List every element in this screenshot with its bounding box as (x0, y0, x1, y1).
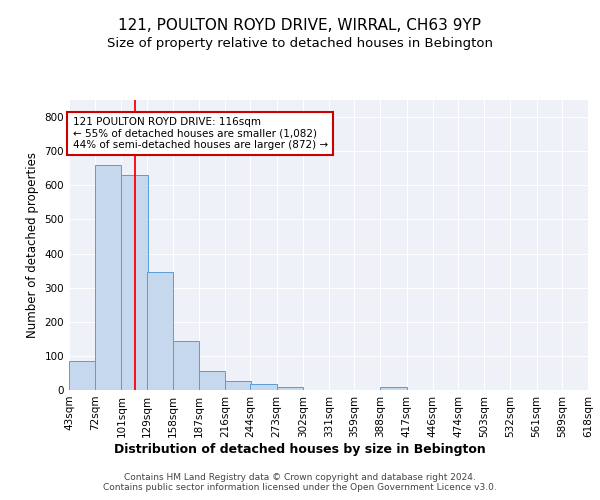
Bar (95, 165, 121, 390)
Bar (121, 175, 148, 390)
Text: 121 POULTON ROYD DRIVE: 116sqm
← 55% of detached houses are smaller (1,082)
44% : 121 POULTON ROYD DRIVE: 116sqm ← 55% of … (73, 117, 328, 150)
Bar (277, 386, 303, 390)
Bar (225, 382, 251, 390)
Bar (380, 388, 407, 390)
Text: Contains HM Land Registry data © Crown copyright and database right 2024.
Contai: Contains HM Land Registry data © Crown c… (103, 473, 497, 492)
Text: Size of property relative to detached houses in Bebington: Size of property relative to detached ho… (107, 38, 493, 51)
Y-axis label: Number of detached properties: Number of detached properties (26, 152, 39, 338)
Bar (69, 361, 95, 390)
Bar (199, 371, 225, 390)
Bar (173, 340, 199, 390)
Bar (146, 272, 173, 390)
Text: Distribution of detached houses by size in Bebington: Distribution of detached houses by size … (114, 442, 486, 456)
Bar (250, 384, 277, 390)
Text: 121, POULTON ROYD DRIVE, WIRRAL, CH63 9YP: 121, POULTON ROYD DRIVE, WIRRAL, CH63 9Y… (119, 18, 482, 32)
